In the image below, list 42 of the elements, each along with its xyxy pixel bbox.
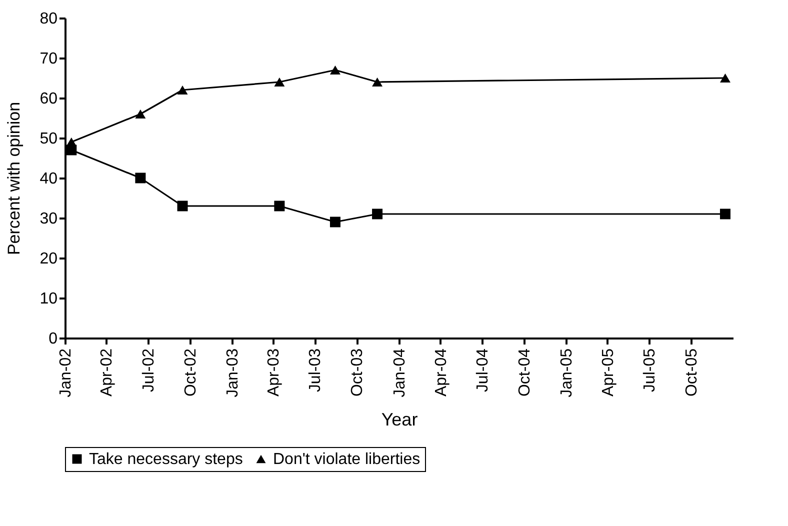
point	[720, 208, 730, 220]
x-tick-label: Jul-04	[474, 348, 492, 392]
x-tick-label: Oct-02	[182, 348, 200, 397]
point	[372, 208, 383, 220]
y-tick-label: 60	[40, 90, 58, 108]
x-axis-title: Year	[381, 409, 418, 430]
y-tick-label: 30	[40, 210, 58, 228]
x-tick-label: Jul-03	[307, 348, 324, 392]
legend-label: Don't violate liberties	[273, 451, 420, 468]
y-tick-label: 40	[40, 170, 58, 188]
point	[274, 77, 285, 87]
x-tick-label: Apr-03	[266, 348, 283, 397]
point	[330, 65, 340, 75]
x-tick-label: Jan-03	[224, 348, 242, 398]
x-tick-label: Apr-05	[600, 348, 617, 397]
y-tick-label: 80	[40, 10, 58, 28]
x-tick-label: Apr-02	[98, 348, 116, 397]
point	[720, 73, 730, 83]
x-tick-label: Oct-03	[349, 348, 366, 397]
point	[330, 216, 340, 228]
y-tick-label: 20	[40, 250, 58, 268]
y-tick-label: 0	[48, 330, 58, 348]
y-tick-label: 70	[40, 50, 58, 68]
x-tick-label: Jan-04	[391, 348, 408, 398]
point	[274, 200, 285, 212]
y-tick-label: 10	[40, 290, 58, 308]
x-tick-label: Jul-02	[140, 348, 158, 392]
x-tick-label: Jul-05	[641, 348, 658, 392]
point	[135, 172, 146, 184]
point	[66, 137, 77, 147]
point	[372, 77, 383, 87]
x-tick-label: Apr-04	[432, 348, 450, 397]
y-axis-title: Percent with opinion	[4, 102, 24, 256]
y-tick-label: 50	[40, 130, 58, 148]
point	[135, 109, 146, 119]
x-tick-label: Oct-04	[516, 348, 534, 397]
x-tick-label: Jan-05	[558, 348, 576, 398]
x-tick-label: Jan-02	[58, 348, 74, 398]
point	[177, 200, 188, 212]
legend-label: Take necessary steps	[89, 451, 243, 468]
point	[177, 85, 188, 95]
x-tick-label: Oct-05	[683, 348, 700, 397]
